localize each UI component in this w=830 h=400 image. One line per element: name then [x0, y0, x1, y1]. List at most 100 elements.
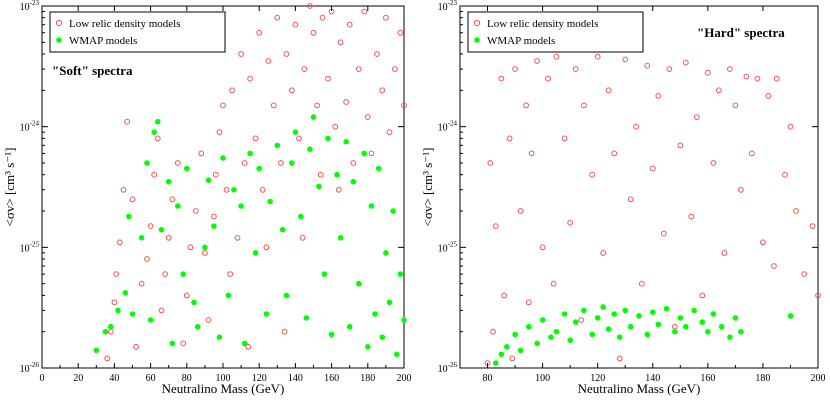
low-relic-point: [187, 244, 194, 251]
low-relic-point: [660, 230, 667, 237]
legend-box: [49, 11, 226, 53]
x-axis-label: Neutralino Mass (GeV): [162, 381, 285, 396]
wmap-point: [231, 187, 237, 193]
low-relic-point: [644, 62, 651, 69]
low-relic-point: [743, 73, 750, 80]
low-relic-point: [655, 93, 662, 99]
low-relic-point: [809, 223, 816, 230]
low-relic-point: [220, 102, 226, 109]
wmap-point: [534, 340, 540, 347]
low-relic-point: [716, 87, 722, 94]
x-axis-label: Neutralino Mass (GeV): [578, 381, 701, 396]
low-relic-point: [216, 129, 223, 136]
low-relic-point: [263, 244, 270, 251]
wmap-point: [191, 299, 197, 306]
wmap-point: [600, 304, 606, 310]
wmap-point: [567, 337, 573, 344]
low-relic-point: [256, 29, 263, 36]
low-relic-point: [158, 307, 165, 314]
x-tick-label: 160: [324, 373, 339, 384]
wmap-point: [216, 334, 223, 341]
x-tick-label: 40: [109, 373, 119, 384]
low-relic-point: [397, 29, 404, 36]
wmap-point: [303, 315, 310, 321]
low-relic-point: [492, 223, 499, 230]
x-ticks: 80 100 120 140 160 180 200: [459, 6, 826, 384]
low-relic-point: [633, 123, 640, 130]
y-tick-label: 10-24: [438, 120, 458, 134]
low-relic-point: [144, 256, 150, 262]
low-relic-point: [581, 102, 587, 109]
low-relic-point: [512, 66, 518, 72]
x-tick-label: 180: [755, 373, 770, 384]
low-relic-point: [693, 114, 700, 120]
x-tick-label: 60: [146, 373, 156, 384]
hard-spectra-panel: 80 100 120 140 160 180 200 10-2610-2510-2410-2…: [420, 0, 826, 396]
low-relic-point: [721, 250, 728, 256]
low-relic-point: [525, 299, 532, 306]
low-relic-point: [147, 223, 154, 230]
wmap-point: [298, 213, 304, 220]
low-relic-point: [616, 355, 623, 362]
y-axis-label: <σv> [cm³ s⁻¹]: [420, 148, 435, 227]
low-relic-point: [270, 102, 277, 109]
legend-label-wmap: WMAP models: [69, 35, 137, 47]
low-relic-point: [211, 213, 217, 220]
low-relic-point: [501, 292, 508, 299]
wmap-point: [343, 138, 349, 145]
low-relic-point: [594, 53, 601, 60]
low-relic-point: [572, 66, 579, 72]
low-relic-point: [732, 102, 739, 109]
y-axis-label: <σv> [cm³ s⁻¹]: [2, 148, 17, 227]
low-relic-point: [506, 135, 513, 142]
y-tick-label: 10-26: [20, 361, 40, 375]
legend-label-low-relic: Low relic density models: [487, 18, 599, 30]
low-relic-point: [622, 56, 629, 63]
low-relic-point: [760, 239, 766, 246]
wmap-point: [498, 351, 505, 358]
low-relic-point: [259, 186, 266, 193]
low-relic-point: [319, 14, 326, 21]
low-relic-point: [111, 299, 118, 306]
wmap-point: [310, 114, 317, 120]
low-relic-point: [738, 186, 744, 193]
low-relic-point: [355, 66, 362, 72]
low-relic-point: [238, 51, 245, 57]
low-relic-point: [202, 250, 208, 256]
plot-frame: [459, 5, 819, 369]
low-relic-point: [561, 135, 568, 142]
low-relic-point: [611, 150, 618, 157]
low-relic-point: [771, 263, 777, 269]
low-relic-point: [343, 99, 350, 105]
low-relic-point: [154, 135, 161, 142]
wmap-point: [375, 165, 382, 172]
low-relic-point: [169, 196, 176, 203]
wmap-point: [279, 226, 286, 233]
wmap-point: [383, 250, 389, 256]
scatter-points: [93, 3, 407, 362]
low-relic-point: [401, 102, 407, 109]
wmap-point: [683, 323, 689, 330]
wmap-point: [147, 317, 154, 323]
low-relic-point: [310, 29, 317, 36]
wmap-point: [548, 334, 554, 341]
low-relic-point: [120, 186, 127, 193]
wmap-point: [165, 178, 172, 185]
low-relic-point: [129, 196, 136, 203]
wmap-point: [169, 340, 176, 347]
low-relic-point: [523, 102, 529, 109]
wmap-point: [138, 235, 145, 241]
y-tick-label: 10-25: [438, 240, 458, 254]
low-relic-point: [165, 234, 172, 241]
wmap-point: [738, 328, 744, 335]
low-relic-point: [815, 292, 821, 299]
low-relic-point: [301, 66, 308, 72]
wmap-point: [115, 307, 121, 314]
low-relic-point: [490, 328, 496, 335]
low-relic-point: [299, 234, 306, 241]
x-tick-label: 120: [252, 373, 267, 384]
wmap-point: [397, 271, 404, 277]
wmap-point: [205, 177, 212, 183]
low-relic-point: [793, 208, 799, 214]
